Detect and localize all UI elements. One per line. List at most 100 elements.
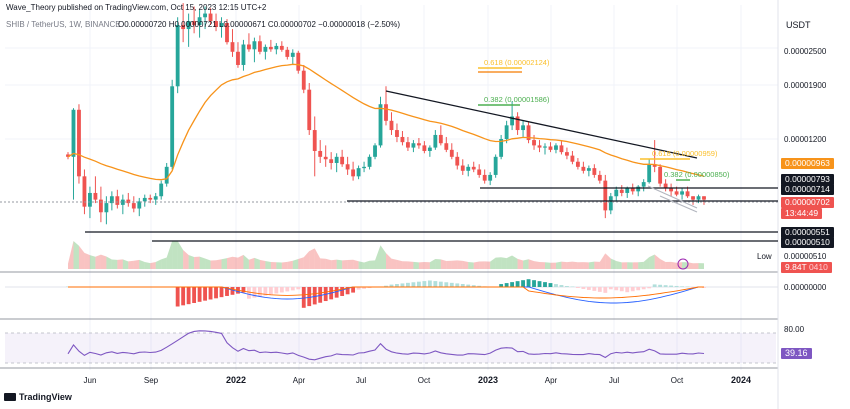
volume-area bbox=[84, 252, 90, 269]
macd-histogram-bar bbox=[197, 287, 202, 302]
candle-body bbox=[307, 89, 312, 131]
macd-histogram-bar bbox=[296, 287, 301, 290]
macd-histogram-bar bbox=[219, 287, 224, 298]
candle-body bbox=[581, 166, 586, 171]
candle-body bbox=[411, 143, 416, 148]
volume-area bbox=[561, 261, 567, 269]
volume-area bbox=[205, 258, 211, 269]
x-tick-label: Sep bbox=[144, 376, 159, 385]
volume-area bbox=[106, 256, 112, 269]
macd-histogram-bar bbox=[203, 287, 207, 301]
macd-histogram-bar bbox=[263, 287, 268, 296]
x-tick-label: 2024 bbox=[731, 375, 751, 385]
volume-area bbox=[693, 263, 699, 269]
candle-body bbox=[148, 197, 153, 200]
macd-histogram-bar bbox=[175, 287, 180, 307]
candle-body bbox=[395, 130, 399, 137]
candle-body bbox=[192, 21, 197, 25]
currency-label[interactable]: USDT bbox=[786, 20, 811, 30]
macd-histogram-bar bbox=[285, 287, 290, 292]
tradingview-logo[interactable]: TradingView bbox=[4, 392, 72, 402]
candle-body bbox=[367, 156, 372, 167]
candle-body bbox=[351, 169, 356, 177]
volume-area bbox=[150, 262, 156, 269]
axes: Jun Sep 2022 Apr Jul Oct 2023 Apr Jul Oct 2024 0.00… bbox=[84, 47, 827, 385]
volume-area bbox=[254, 257, 260, 269]
macd-histogram-bar bbox=[575, 287, 580, 288]
volume-area bbox=[588, 261, 595, 269]
volume-area bbox=[429, 258, 436, 269]
macd-histogram-bar bbox=[384, 285, 388, 287]
volume-area bbox=[632, 262, 639, 269]
candle-body bbox=[257, 41, 262, 52]
candle-body bbox=[466, 166, 471, 171]
macd-histogram-bar bbox=[438, 281, 443, 287]
volume-area bbox=[424, 262, 430, 269]
candle-body bbox=[559, 145, 564, 153]
candle-body bbox=[504, 125, 509, 140]
volume-area bbox=[292, 258, 299, 269]
candle-body bbox=[340, 156, 345, 165]
macd-histogram-bar bbox=[504, 283, 509, 287]
macd-histogram-bar bbox=[214, 287, 218, 299]
candle-body bbox=[71, 109, 76, 157]
macd-histogram-bar bbox=[537, 281, 542, 287]
volume-area bbox=[517, 258, 524, 269]
macd-histogram-bar bbox=[669, 285, 674, 287]
candle-body bbox=[389, 120, 394, 131]
candle-body bbox=[586, 168, 591, 171]
volume-area bbox=[523, 259, 529, 269]
macd-histogram-bar bbox=[449, 282, 454, 287]
macd-histogram-bar bbox=[416, 281, 421, 287]
y-tick-label: 0.00001200 bbox=[784, 135, 827, 144]
macd-histogram-bar bbox=[241, 287, 246, 293]
candle-body bbox=[570, 155, 575, 162]
volume-area bbox=[462, 260, 469, 269]
macd-histogram-bar bbox=[532, 280, 536, 287]
candle-body bbox=[137, 201, 142, 209]
y-tick-label: 0.00002500 bbox=[784, 47, 827, 56]
candle-body bbox=[345, 164, 350, 170]
candle-body bbox=[219, 23, 224, 28]
volume-area bbox=[534, 261, 540, 269]
macd-histogram-bar bbox=[340, 287, 345, 296]
volume-area bbox=[468, 261, 474, 269]
volume-area bbox=[599, 253, 606, 269]
macd-histogram-bar bbox=[515, 281, 520, 287]
candle-body bbox=[104, 203, 109, 213]
candle-body bbox=[537, 145, 542, 148]
macd-histogram-bar bbox=[274, 287, 279, 294]
candle-body bbox=[159, 183, 164, 197]
descending-trendline bbox=[385, 90, 698, 159]
volume-area bbox=[331, 259, 337, 269]
candle-body bbox=[680, 191, 684, 195]
volume-area bbox=[479, 261, 485, 269]
wedge-line bbox=[659, 195, 698, 213]
candle-body bbox=[482, 174, 487, 181]
volume-area bbox=[139, 259, 145, 269]
candle-body bbox=[120, 199, 125, 205]
macd-histogram-bar bbox=[581, 287, 586, 289]
symbol-label[interactable]: SHIB / TetherUS, 1W, BINANCE bbox=[6, 20, 121, 29]
macd-histogram-bar bbox=[521, 280, 525, 287]
price-axis-label: 0.00000793 bbox=[781, 174, 834, 185]
candle-body bbox=[241, 44, 246, 65]
volume-area bbox=[128, 260, 134, 269]
volume-area bbox=[654, 254, 661, 269]
candle-body bbox=[619, 189, 624, 193]
candle-body bbox=[685, 191, 690, 197]
volume-area bbox=[227, 256, 233, 269]
macd-histogram-bar bbox=[290, 287, 295, 291]
candle-body bbox=[521, 125, 525, 131]
candle-body bbox=[230, 42, 235, 52]
candle-body bbox=[477, 169, 482, 175]
macd-histogram-bar bbox=[636, 287, 641, 291]
macd-histogram-bar bbox=[395, 284, 399, 287]
volume-area bbox=[353, 259, 359, 269]
volume-area bbox=[369, 260, 376, 269]
candle-body bbox=[323, 156, 328, 160]
volume-area bbox=[210, 260, 217, 269]
candle-body bbox=[493, 156, 498, 175]
grid bbox=[0, 0, 779, 409]
volume-area bbox=[237, 254, 244, 269]
